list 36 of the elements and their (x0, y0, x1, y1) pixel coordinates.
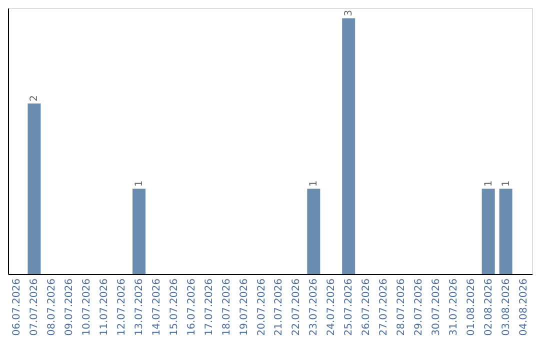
x-tick-label: 11.07.2026 (99, 278, 110, 336)
x-tick-label: 26.07.2026 (361, 278, 372, 336)
x-tick-label: 01.08.2026 (466, 278, 477, 336)
x-tick-label: 29.07.2026 (413, 278, 424, 336)
x-tick-label: 03.08.2026 (500, 278, 512, 336)
x-tick-label: 04.08.2026 (518, 278, 530, 336)
data-label: 2 (29, 95, 40, 102)
x-tick-label: 14.07.2026 (151, 278, 162, 336)
data-label: 1 (500, 180, 512, 187)
x-tick-label: 13.07.2026 (134, 278, 145, 336)
x-tick-label: 31.07.2026 (448, 278, 460, 336)
x-tick-label: 21.07.2026 (274, 278, 285, 336)
x-tick-label: 16.07.2026 (186, 278, 198, 336)
x-tick-label: 17.07.2026 (204, 278, 215, 336)
x-tick-label: 30.07.2026 (430, 278, 442, 336)
data-label: 3 (344, 10, 355, 16)
data-label: 1 (483, 180, 494, 187)
x-tick-label: 07.07.2026 (29, 278, 40, 336)
x-tick-label: 12.07.2026 (116, 278, 128, 336)
x-tick-label: 09.07.2026 (64, 278, 76, 336)
x-tick-label: 23.07.2026 (308, 278, 320, 336)
x-tick-label: 02.08.2026 (483, 278, 494, 336)
x-tick-label: 19.07.2026 (238, 278, 250, 336)
x-tick-label: 18.07.2026 (221, 278, 232, 336)
x-tick-label: 15.07.2026 (168, 278, 180, 336)
x-tick-label: 10.07.2026 (82, 278, 93, 336)
data-label: 1 (134, 180, 145, 187)
x-tick-label: 27.07.2026 (378, 278, 390, 336)
x-tick-label: 08.07.2026 (46, 278, 58, 336)
x-tick-label: 24.07.2026 (326, 278, 338, 336)
x-tick-label: 06.07.2026 (12, 278, 23, 336)
x-tick-label: 25.07.2026 (344, 278, 355, 336)
x-tick-label: 22.07.2026 (291, 278, 302, 336)
x-tick-label: 28.07.2026 (396, 278, 407, 336)
data-label: 1 (308, 180, 320, 187)
x-tick-label: 20.07.2026 (256, 278, 268, 336)
